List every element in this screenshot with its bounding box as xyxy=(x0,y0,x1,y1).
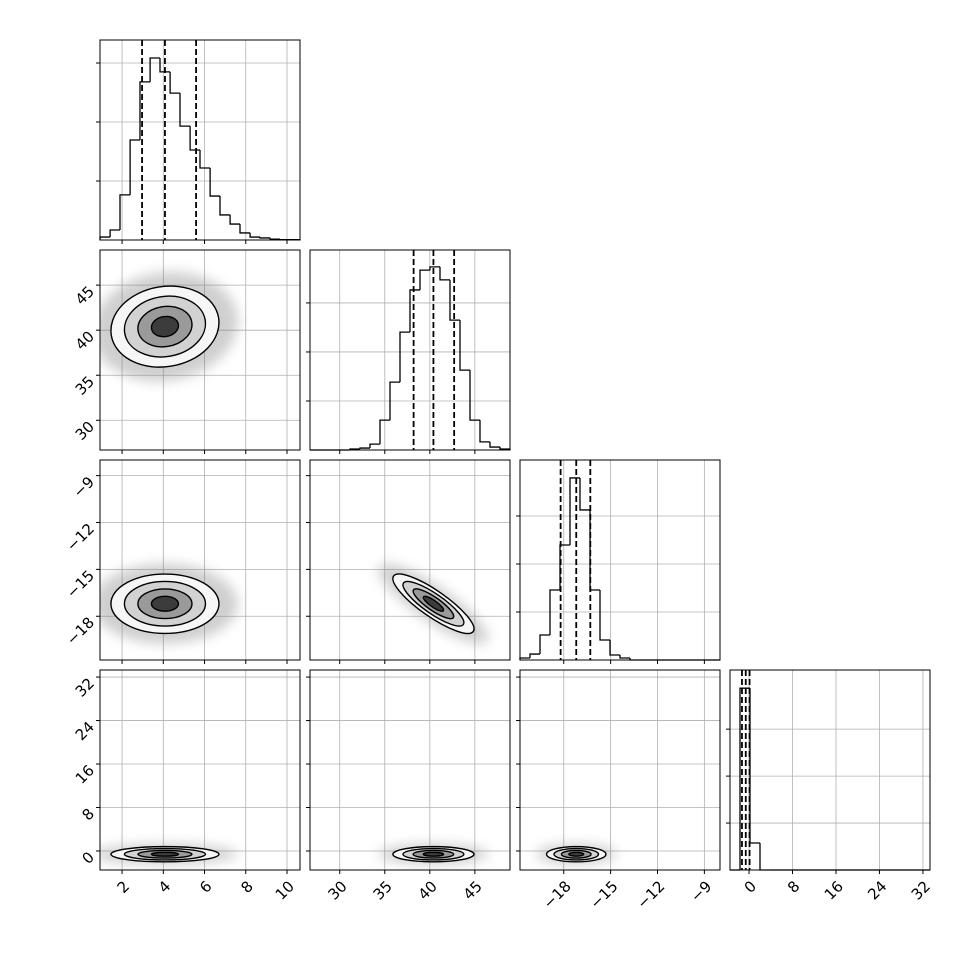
histogram-bin xyxy=(609,640,620,656)
panel-frame xyxy=(309,249,511,451)
density xyxy=(378,843,489,865)
density xyxy=(536,843,617,865)
histogram-bin xyxy=(419,269,430,290)
histogram-bin xyxy=(399,331,410,383)
x-tick-label: 10 xyxy=(272,877,298,903)
histogram-bin xyxy=(149,57,160,82)
histogram-bin xyxy=(589,509,600,591)
histogram-bin xyxy=(759,843,770,871)
x-tick-label: 30 xyxy=(325,877,351,903)
y-tick-label: −9 xyxy=(70,473,98,501)
histogram-bin xyxy=(439,266,450,281)
histogram-bin xyxy=(599,590,610,641)
histogram-bin xyxy=(139,81,151,140)
density xyxy=(378,563,489,644)
histogram-bin xyxy=(379,419,390,445)
x-tick-label: 32 xyxy=(908,877,934,903)
x-tick-label: −18 xyxy=(540,877,575,912)
panel-frame xyxy=(99,249,301,451)
x-tick-label: −9 xyxy=(687,877,715,905)
histogram-bin xyxy=(549,589,560,636)
histogram-bin xyxy=(489,441,500,448)
histogram-bin xyxy=(569,477,580,545)
histogram-bin xyxy=(159,57,171,73)
histogram-bin xyxy=(619,655,630,659)
y-tick-label: 45 xyxy=(72,282,98,308)
y-tick-label: 16 xyxy=(72,761,98,787)
histogram-bin xyxy=(429,266,440,271)
histogram-bin xyxy=(249,232,260,238)
histogram-bin xyxy=(239,224,251,234)
histogram-bin xyxy=(229,214,240,225)
histogram-bin xyxy=(449,279,460,321)
x-tick-label: −15 xyxy=(587,877,622,912)
x-tick-label: 35 xyxy=(370,877,396,903)
y-tick-label: 0 xyxy=(79,848,98,867)
contour xyxy=(150,315,180,338)
histogram-bin xyxy=(579,477,590,511)
density xyxy=(100,843,238,865)
density xyxy=(100,563,238,644)
panel-frame xyxy=(729,669,931,871)
histogram-bin xyxy=(459,320,470,371)
histogram-bin xyxy=(529,653,540,658)
y-tick-label: −15 xyxy=(63,567,98,602)
y-tick-label: 32 xyxy=(72,674,98,700)
histogram-bin xyxy=(359,447,370,450)
histogram-bin xyxy=(469,370,480,421)
histogram-bin xyxy=(129,139,140,195)
panel-frame xyxy=(99,459,301,661)
x-tick-label: 0 xyxy=(741,877,760,896)
contour xyxy=(150,595,180,612)
panel-frame xyxy=(309,669,511,871)
histogram-bin xyxy=(199,150,211,169)
x-tick-label: 6 xyxy=(196,877,215,896)
x-tick-label: 2 xyxy=(114,877,133,896)
histogram-bin xyxy=(219,196,231,216)
y-tick-label: −18 xyxy=(63,614,98,649)
histogram-bin xyxy=(479,420,490,443)
y-tick-label: 35 xyxy=(72,373,98,399)
panel-frame xyxy=(519,459,721,661)
histogram-bin xyxy=(189,126,200,151)
histogram-bin xyxy=(539,634,550,655)
histogram-bin xyxy=(749,688,760,844)
histogram-bin xyxy=(119,194,131,230)
panel-frame xyxy=(99,669,301,871)
contour xyxy=(422,851,445,857)
y-tick-label: −12 xyxy=(63,520,98,555)
y-tick-label: 30 xyxy=(72,418,98,444)
y-tick-label: 40 xyxy=(72,327,98,353)
histogram-bin xyxy=(369,443,380,449)
histogram-bin xyxy=(259,237,271,239)
histogram-bin xyxy=(409,289,420,333)
panel-frame xyxy=(309,459,511,661)
density xyxy=(100,271,238,382)
histogram-bin xyxy=(739,687,750,870)
y-tick-label: 24 xyxy=(72,718,98,744)
panel-frame xyxy=(99,39,301,241)
x-tick-label: 24 xyxy=(864,877,890,903)
x-tick-label: 16 xyxy=(821,877,847,903)
histogram-bin xyxy=(269,237,280,240)
histogram-bin xyxy=(109,229,120,238)
x-tick-label: 8 xyxy=(237,877,256,896)
panel-frame xyxy=(519,669,721,871)
contour xyxy=(150,851,180,857)
histogram-bin xyxy=(169,71,180,94)
contour xyxy=(422,595,445,612)
x-tick-label: −12 xyxy=(633,877,668,912)
x-tick-label: 4 xyxy=(155,877,174,896)
histogram-bin xyxy=(209,168,220,197)
histogram-bin xyxy=(179,93,191,127)
x-tick-label: 40 xyxy=(415,877,441,903)
histogram-bin xyxy=(389,381,400,421)
contour xyxy=(568,851,585,857)
x-tick-label: 8 xyxy=(784,877,803,896)
x-tick-label: 45 xyxy=(460,877,486,903)
y-tick-label: 8 xyxy=(79,805,98,824)
